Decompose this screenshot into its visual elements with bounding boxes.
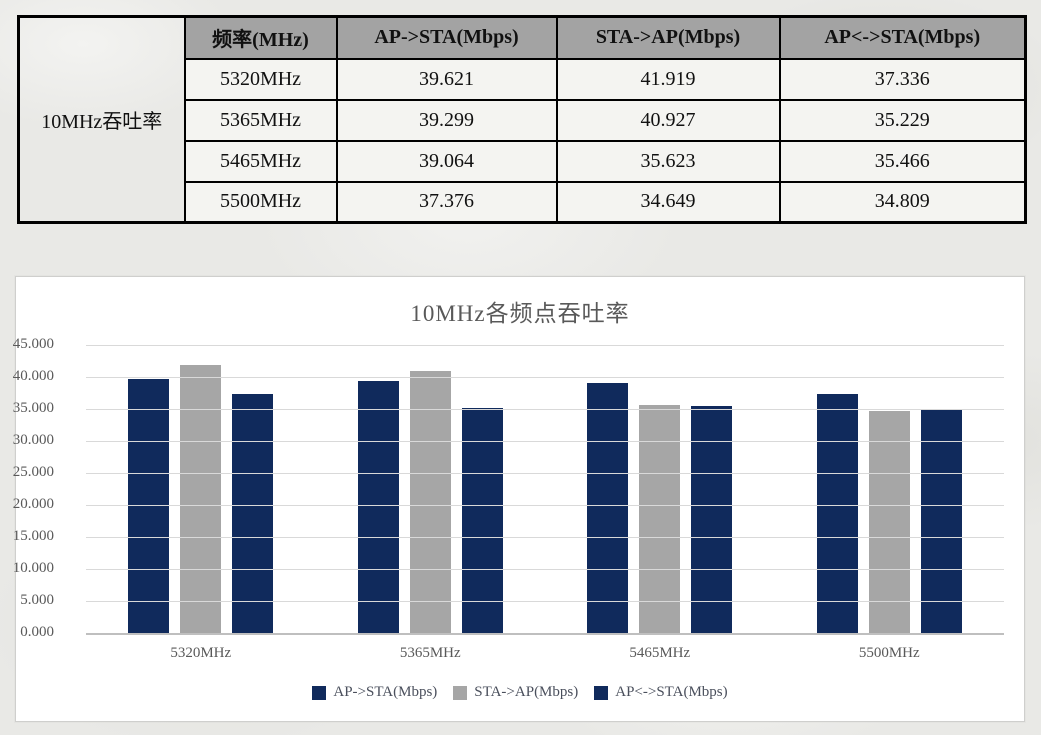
gridline [86, 569, 1004, 570]
chart-legend: AP->STA(Mbps) STA->AP(Mbps) AP<->STA(Mbps) [16, 684, 1024, 701]
gridline [86, 601, 1004, 602]
legend-label: AP->STA(Mbps) [333, 684, 438, 700]
bar-group-5465MHz [545, 345, 775, 633]
table-cell: 35.466 [778, 139, 1027, 183]
legend-item: AP<->STA(Mbps) [594, 684, 728, 701]
legend-item: STA->AP(Mbps) [453, 684, 578, 701]
legend-swatch-icon [453, 685, 468, 700]
bar-AP->STA(Mbps)-5500MHz [816, 394, 858, 633]
table-row: 5500MHz 37.376 34.649 34.809 [19, 180, 1027, 224]
gridline [86, 345, 1004, 346]
y-tick-label: 25.000 [12, 464, 54, 480]
gridline [86, 537, 1004, 538]
table-cell: 40.927 [555, 98, 781, 142]
y-tick-label: 0.000 [20, 624, 54, 640]
legend-item: AP->STA(Mbps) [312, 684, 437, 701]
y-tick-label: 15.000 [12, 528, 54, 544]
y-tick-label: 40.000 [12, 368, 54, 384]
bar-STA->AP(Mbps)-5365MHz [409, 371, 451, 633]
legend-swatch-icon [312, 685, 327, 700]
bar-group-5365MHz [316, 345, 546, 633]
legend-swatch-icon [594, 685, 609, 700]
column-header-frequency: 频率(MHz) [183, 15, 338, 60]
row-group-label: 10MHz吞吐率 [17, 15, 186, 224]
bar-AP<->STA(Mbps)-5365MHz [461, 408, 503, 633]
legend-label: AP<->STA(Mbps) [615, 684, 728, 700]
table-cell-frequency: 5320MHz [183, 57, 338, 101]
bar-AP->STA(Mbps)-5365MHz [357, 381, 399, 633]
x-axis-line [86, 633, 1004, 635]
bar-AP->STA(Mbps)-5465MHz [587, 383, 629, 633]
x-category-label: 5465MHz [629, 645, 691, 661]
bar-group-5500MHz [775, 345, 1005, 633]
table-cell-frequency: 5465MHz [183, 139, 338, 183]
table-cell: 39.621 [335, 57, 558, 101]
column-header-ap-bidir: AP<->STA(Mbps) [778, 15, 1027, 60]
plot-area: 45.000 40.000 35.000 30.000 25.000 20.000 15.0… [13, 336, 1004, 640]
y-tick-label: 5.000 [20, 592, 54, 608]
bar-AP<->STA(Mbps)-5465MHz [691, 406, 733, 633]
table-cell: 37.336 [778, 57, 1027, 101]
column-header-ap-to-sta: AP->STA(Mbps) [335, 15, 558, 60]
gridline [86, 377, 1004, 378]
chart-title: 10MHz各频点吞吐率 [410, 301, 630, 326]
bar-AP<->STA(Mbps)-5500MHz [920, 410, 962, 633]
table-cell: 39.064 [335, 139, 558, 183]
table-row: 5465MHz 39.064 35.623 35.466 [19, 139, 1027, 183]
y-tick-label: 20.000 [12, 496, 54, 512]
gridline [86, 409, 1004, 410]
x-category-label: 5500MHz [858, 645, 920, 661]
throughput-table: 10MHz吞吐率 频率(MHz) AP->STA(Mbps) STA->AP(M… [17, 15, 1027, 224]
table-cell: 34.809 [778, 180, 1027, 224]
table-row: 5365MHz 39.299 40.927 35.229 [19, 98, 1027, 142]
gridline [86, 441, 1004, 442]
bar-STA->AP(Mbps)-5320MHz [180, 365, 222, 633]
y-tick-label: 10.000 [12, 560, 54, 576]
bar-AP<->STA(Mbps)-5320MHz [232, 394, 274, 633]
bar-group-5320MHz [86, 345, 316, 633]
table-header-row: 10MHz吞吐率 频率(MHz) AP->STA(Mbps) STA->AP(M… [17, 15, 1027, 224]
y-tick-label: 45.000 [12, 336, 54, 352]
column-header-sta-to-ap: STA->AP(Mbps) [555, 15, 781, 60]
gridline [86, 473, 1004, 474]
table-cell: 35.229 [778, 98, 1027, 142]
x-category-label: 5320MHz [170, 645, 232, 661]
bar-STA->AP(Mbps)-5500MHz [868, 411, 910, 633]
table-cell-frequency: 5500MHz [183, 180, 338, 224]
x-category-label: 5365MHz [399, 645, 461, 661]
bar-groups [86, 345, 1004, 633]
table-row: 5320MHz 39.621 41.919 37.336 [19, 57, 1027, 101]
bar-chart-card: 10MHz各频点吞吐率 45.000 40.000 35.000 30.000 25.0… [13, 276, 1025, 722]
table-cell: 37.376 [335, 180, 558, 224]
gridline [86, 505, 1004, 506]
table-cell: 39.299 [335, 98, 558, 142]
bar-AP->STA(Mbps)-5320MHz [128, 379, 170, 633]
table-cell: 41.919 [555, 57, 781, 101]
y-tick-label: 35.000 [12, 400, 54, 416]
legend-label: STA->AP(Mbps) [474, 684, 579, 700]
table-cell: 34.649 [555, 180, 781, 224]
y-tick-label: 30.000 [12, 432, 54, 448]
table-cell-frequency: 5365MHz [183, 98, 338, 142]
x-axis-labels: 5320MHz 5365MHz 5465MHz 5500MHz [86, 645, 1004, 662]
bar-STA->AP(Mbps)-5465MHz [639, 405, 681, 633]
table-cell: 35.623 [555, 139, 781, 183]
